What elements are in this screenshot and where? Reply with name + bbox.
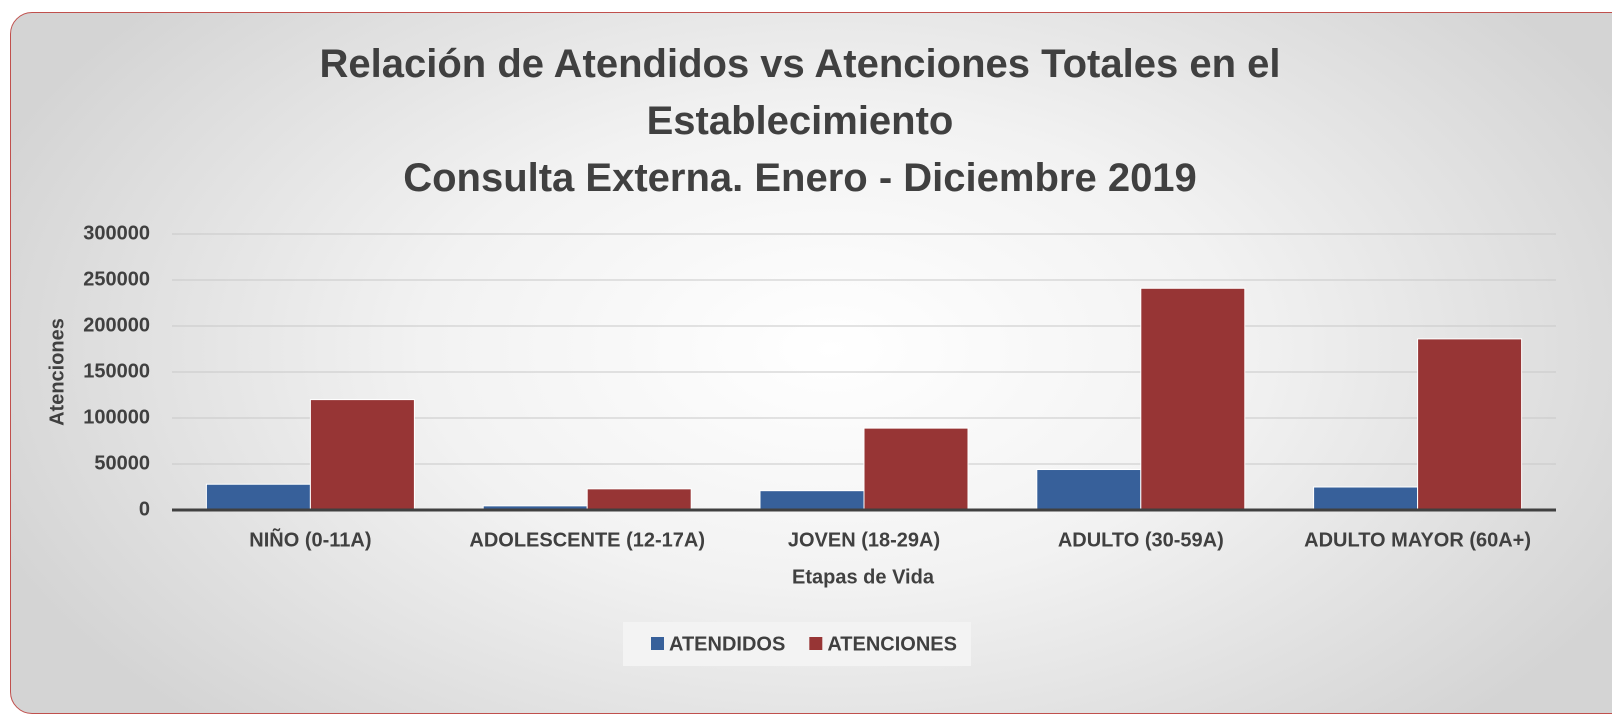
legend-box [623, 622, 971, 666]
bar [205, 483, 311, 511]
bar [759, 490, 865, 511]
bar [863, 427, 969, 511]
legend-swatch [809, 637, 823, 650]
y-tick-label: 250000 [83, 268, 150, 290]
chart-subtitle: Consulta Externa. Enero - Diciembre 2019 [403, 156, 1197, 200]
x-tick-label: ADULTO MAYOR (60A+) [1304, 529, 1531, 551]
bar [1417, 338, 1523, 511]
bar [1313, 486, 1419, 511]
bar [1140, 287, 1246, 511]
legend-label: ATENDIDOS [669, 633, 785, 655]
y-axis-label: Atenciones [46, 318, 68, 426]
chart-title: Relación de Atendidos vs Atenciones Tota… [319, 42, 1281, 143]
y-tick-label: 300000 [83, 222, 150, 244]
legend-label: ATENCIONES [827, 633, 957, 655]
bar [309, 399, 415, 511]
y-tick-label: 0 [139, 498, 150, 520]
bar [1036, 469, 1142, 511]
chart: Etapas de Vida Atenciones 0 50000 100000 15… [46, 222, 1556, 666]
chart-frame [10, 12, 1612, 714]
x-tick-label: NIÑO (0-11A) [249, 528, 371, 551]
y-tick-label: 50000 [94, 452, 150, 474]
page: Relación de Atendidos vs Atenciones Tota… [10, 12, 1612, 714]
x-axis-label: Etapas de Vida [792, 566, 935, 588]
legend-swatch [651, 637, 664, 650]
x-tick-label: JOVEN (18-29A) [788, 529, 940, 551]
y-tick-label: 100000 [83, 406, 150, 428]
x-tick-label: ADULTO (30-59A) [1058, 529, 1224, 551]
y-tick-label: 200000 [83, 314, 150, 336]
bar [586, 488, 692, 511]
x-tick-label: ADOLESCENTE (12-17A) [469, 529, 705, 551]
y-tick-label: 150000 [83, 360, 150, 382]
